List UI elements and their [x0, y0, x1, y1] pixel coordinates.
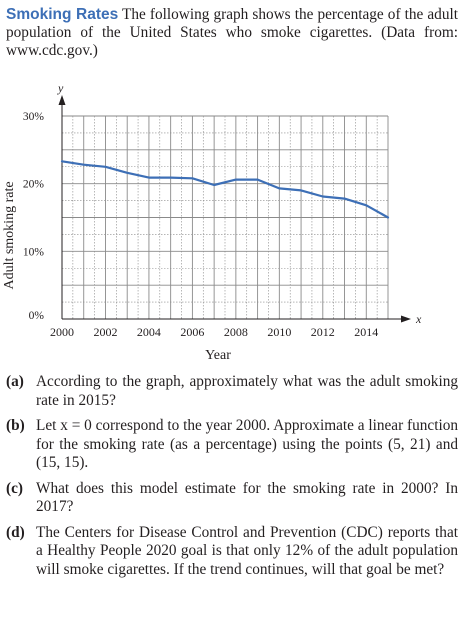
question-a: (a) According to the graph, approximatel…	[6, 373, 458, 410]
question-text: The Centers for Disease Control and Prev…	[36, 523, 458, 578]
y-tick-label: 30%	[23, 111, 45, 123]
question-label: (c)	[6, 479, 23, 497]
question-text: What does this model estimate for the sm…	[36, 479, 458, 516]
y-axis-title: Adult smoking rate	[2, 181, 17, 289]
tick-labels: 2000 2002 2004 2006 2008 2010 2012 2014 0% 10% 20%…	[23, 111, 378, 339]
x-tick-label: 2006	[180, 325, 204, 339]
question-d: (d) The Centers for Disease Control and …	[6, 524, 458, 580]
series-line	[60, 160, 390, 219]
question-c: (c) What does this model estimate for th…	[6, 480, 458, 517]
x-axis-letter: x	[415, 312, 422, 326]
chart-axes	[58, 95, 411, 323]
x-tick-label: 2000	[50, 325, 74, 339]
y-axis-letter: y	[57, 81, 64, 95]
problem-text: The following graph shows the percentage…	[6, 6, 458, 59]
grid-lines	[61, 115, 389, 319]
smoking-rate-chart: 2000 2002 2004 2006 2008 2010 2012 2014 0% 10% 20%…	[2, 81, 422, 363]
y-axis-arrowhead	[58, 95, 66, 105]
question-list: (a) According to the graph, approximatel…	[6, 373, 458, 586]
x-axis-title: Year	[205, 348, 231, 363]
question-label: (b)	[6, 417, 25, 434]
question-b: (b) Let x = 0 correspond to the year 200…	[6, 417, 458, 473]
series-layer	[60, 160, 390, 219]
problem-intro: Smoking Rates The following graph shows …	[6, 6, 458, 60]
y-tick-label: 20%	[23, 179, 45, 191]
question-text: According to the graph, approximately wh…	[36, 373, 458, 409]
y-tick-label: 10%	[23, 246, 45, 258]
x-tick-label: 2004	[137, 325, 161, 339]
question-label: (a)	[6, 373, 24, 390]
x-tick-label: 2002	[93, 325, 117, 339]
problem-heading: Smoking Rates	[6, 6, 119, 23]
question-text: Let x = 0 correspond to the year 2000. A…	[36, 417, 458, 471]
x-tick-label: 2010	[267, 325, 291, 339]
x-axis-arrowhead	[401, 315, 411, 323]
x-tick-label: 2014	[354, 325, 378, 339]
x-tick-label: 2012	[311, 325, 335, 339]
y-tick-label: 0%	[29, 310, 45, 322]
x-tick-label: 2008	[224, 325, 248, 339]
question-label: (d)	[6, 523, 25, 541]
